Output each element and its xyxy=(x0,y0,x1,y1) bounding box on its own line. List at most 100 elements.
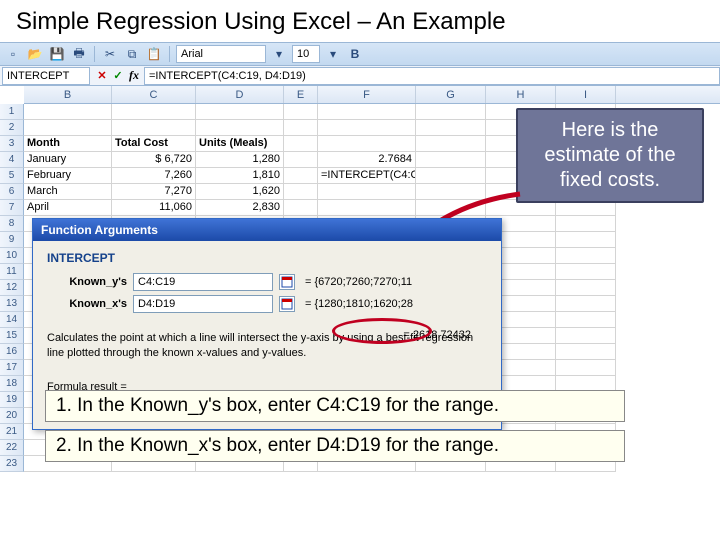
row-header[interactable]: 20 xyxy=(0,408,24,424)
cell[interactable] xyxy=(556,328,616,344)
cell[interactable] xyxy=(556,280,616,296)
col-header[interactable]: D xyxy=(196,86,284,103)
cell[interactable]: Total Cost xyxy=(112,136,196,152)
col-header[interactable]: I xyxy=(556,86,616,103)
row-header[interactable]: 7 xyxy=(0,200,24,216)
cell[interactable] xyxy=(556,360,616,376)
col-header[interactable]: B xyxy=(24,86,112,103)
row-header[interactable]: 16 xyxy=(0,344,24,360)
cell[interactable]: March xyxy=(24,184,112,200)
cell[interactable] xyxy=(318,184,416,200)
cell[interactable]: Units (Meals) xyxy=(196,136,284,152)
cell[interactable] xyxy=(196,120,284,136)
row-header[interactable]: 21 xyxy=(0,424,24,440)
row-header[interactable]: 19 xyxy=(0,392,24,408)
cell[interactable] xyxy=(556,216,616,232)
row-header[interactable]: 17 xyxy=(0,360,24,376)
row-header[interactable]: 22 xyxy=(0,440,24,456)
cell[interactable]: 2.7684 xyxy=(318,152,416,168)
cell[interactable] xyxy=(556,248,616,264)
cell[interactable]: 1,280 xyxy=(196,152,284,168)
cell[interactable] xyxy=(416,200,486,216)
formula-input[interactable]: =INTERCEPT(C4:C19, D4:D19) xyxy=(144,67,720,85)
cell[interactable] xyxy=(556,296,616,312)
row-header[interactable]: 18 xyxy=(0,376,24,392)
col-header[interactable]: H xyxy=(486,86,556,103)
bold-button[interactable]: B xyxy=(346,45,364,63)
cell[interactable] xyxy=(284,120,318,136)
cell[interactable] xyxy=(284,184,318,200)
row-header[interactable]: 12 xyxy=(0,280,24,296)
cut-icon[interactable]: ✂ xyxy=(101,45,119,63)
row-header[interactable]: 5 xyxy=(0,168,24,184)
formula-accept-icon[interactable]: ✓ xyxy=(111,69,125,83)
cell[interactable]: February xyxy=(24,168,112,184)
size-dropdown-icon[interactable]: ▾ xyxy=(324,45,342,63)
cell[interactable]: January xyxy=(24,152,112,168)
cell[interactable] xyxy=(112,104,196,120)
row-header[interactable]: 15 xyxy=(0,328,24,344)
cell[interactable] xyxy=(196,104,284,120)
cell[interactable] xyxy=(284,168,318,184)
cell[interactable] xyxy=(416,120,486,136)
row-header[interactable]: 6 xyxy=(0,184,24,200)
cell[interactable]: 1,810 xyxy=(196,168,284,184)
font-dropdown-icon[interactable]: ▾ xyxy=(270,45,288,63)
row-header[interactable]: 23 xyxy=(0,456,24,472)
cell[interactable] xyxy=(284,136,318,152)
row-header[interactable]: 3 xyxy=(0,136,24,152)
cell[interactable] xyxy=(556,312,616,328)
cell[interactable]: 7,260 xyxy=(112,168,196,184)
cell[interactable] xyxy=(318,200,416,216)
cell[interactable] xyxy=(416,136,486,152)
cell[interactable]: 11,060 xyxy=(112,200,196,216)
cell[interactable] xyxy=(416,104,486,120)
cell[interactable] xyxy=(318,104,416,120)
paste-icon[interactable]: 📋 xyxy=(145,45,163,63)
cell[interactable] xyxy=(24,120,112,136)
col-header[interactable]: E xyxy=(284,86,318,103)
col-header[interactable]: C xyxy=(112,86,196,103)
cell[interactable] xyxy=(284,200,318,216)
row-header[interactable]: 2 xyxy=(0,120,24,136)
row-header[interactable]: 8 xyxy=(0,216,24,232)
font-size-box[interactable]: 10 xyxy=(292,45,320,63)
save-icon[interactable]: 💾 xyxy=(48,45,66,63)
known-xs-input[interactable] xyxy=(133,295,273,313)
font-name-box[interactable]: Arial xyxy=(176,45,266,63)
cell[interactable] xyxy=(318,120,416,136)
row-header[interactable]: 10 xyxy=(0,248,24,264)
cell[interactable] xyxy=(318,136,416,152)
row-header[interactable]: 1 xyxy=(0,104,24,120)
row-header[interactable]: 11 xyxy=(0,264,24,280)
fx-icon[interactable]: fx xyxy=(127,69,141,83)
cell[interactable] xyxy=(416,168,486,184)
cell[interactable]: $ 6,720 xyxy=(112,152,196,168)
open-icon[interactable]: 📂 xyxy=(26,45,44,63)
cell[interactable] xyxy=(416,184,486,200)
cell[interactable] xyxy=(556,264,616,280)
print-icon[interactable]: 🖶 xyxy=(70,45,88,63)
row-header[interactable]: 13 xyxy=(0,296,24,312)
cell[interactable]: =INTERCEPT(C4:C19, D4:D19) xyxy=(318,168,416,184)
new-icon[interactable]: ▫ xyxy=(4,45,22,63)
col-header[interactable]: G xyxy=(416,86,486,103)
cell[interactable]: 2,830 xyxy=(196,200,284,216)
cell[interactable]: 1,620 xyxy=(196,184,284,200)
name-box[interactable]: INTERCEPT xyxy=(2,67,90,85)
formula-cancel-icon[interactable]: ✕ xyxy=(95,69,109,83)
cell[interactable] xyxy=(112,120,196,136)
cell[interactable]: Month xyxy=(24,136,112,152)
row-header[interactable]: 14 xyxy=(0,312,24,328)
col-header[interactable]: F xyxy=(318,86,416,103)
copy-icon[interactable]: ⧉ xyxy=(123,45,141,63)
cell[interactable]: April xyxy=(24,200,112,216)
cell[interactable] xyxy=(416,152,486,168)
range-picker-icon[interactable] xyxy=(279,296,295,312)
cell[interactable] xyxy=(556,344,616,360)
cell[interactable] xyxy=(284,152,318,168)
cell[interactable] xyxy=(24,104,112,120)
row-header[interactable]: 9 xyxy=(0,232,24,248)
row-header[interactable]: 4 xyxy=(0,152,24,168)
known-ys-input[interactable] xyxy=(133,273,273,291)
